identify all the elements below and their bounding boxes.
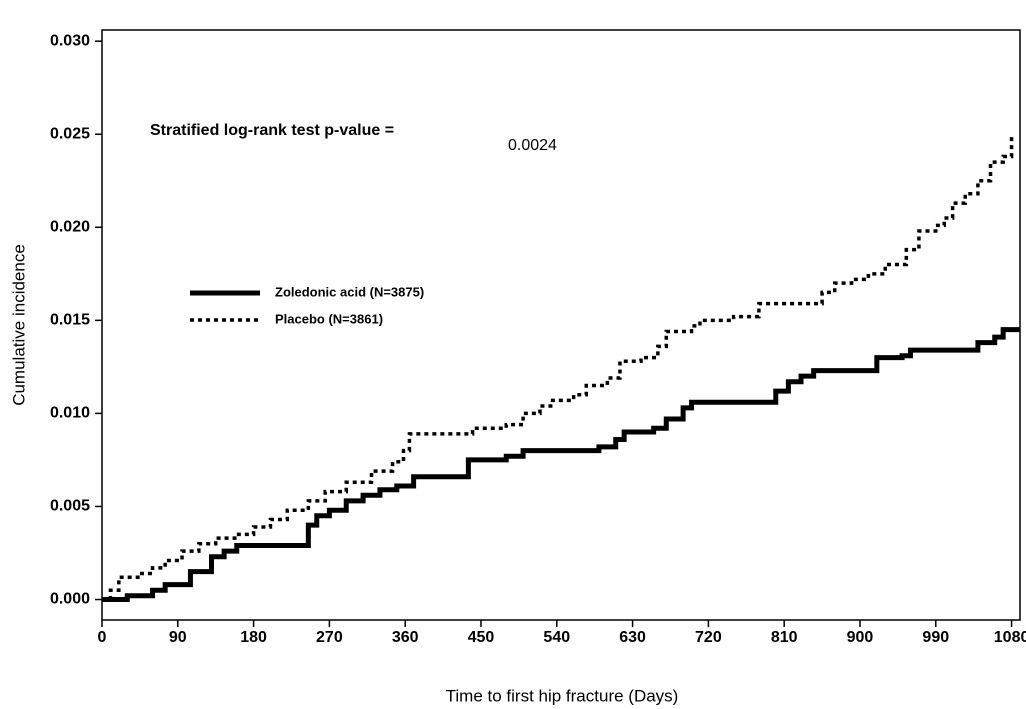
- y-tick-label: 0.025: [50, 125, 90, 142]
- legend-label: Placebo (N=3861): [275, 311, 383, 326]
- x-tick-label: 540: [543, 629, 570, 646]
- annotation: Stratified log-rank test p-value =: [150, 122, 394, 139]
- x-tick-label: 810: [771, 629, 798, 646]
- x-tick-label: 360: [392, 629, 419, 646]
- x-tick-label: 0: [98, 629, 107, 646]
- x-tick-label: 270: [316, 629, 343, 646]
- x-tick-label: 180: [240, 629, 267, 646]
- series-line: [102, 327, 1020, 603]
- y-tick-label: 0.020: [50, 219, 90, 236]
- y-tick-label: 0.000: [50, 591, 90, 608]
- x-axis-title: Time to first hip fracture (Days): [446, 686, 679, 705]
- x-tick-label: 450: [468, 629, 495, 646]
- y-tick-label: 0.005: [50, 498, 90, 515]
- y-axis-title: Cumulative incidence: [9, 244, 28, 406]
- x-tick-label: 720: [695, 629, 722, 646]
- x-tick-label: 900: [847, 629, 874, 646]
- plot-frame: [101, 29, 1021, 621]
- legend-label: Zoledonic acid (N=3875): [275, 284, 424, 299]
- x-tick-label: 990: [922, 629, 949, 646]
- x-tick-label: 1080: [994, 629, 1026, 646]
- x-tick-label: 90: [169, 629, 187, 646]
- annotation-value: 0.0024: [508, 137, 557, 154]
- y-tick-label: 0.015: [50, 312, 90, 329]
- y-tick-label: 0.010: [50, 405, 90, 422]
- y-tick-label: 0.030: [50, 32, 90, 49]
- x-tick-label: 630: [619, 629, 646, 646]
